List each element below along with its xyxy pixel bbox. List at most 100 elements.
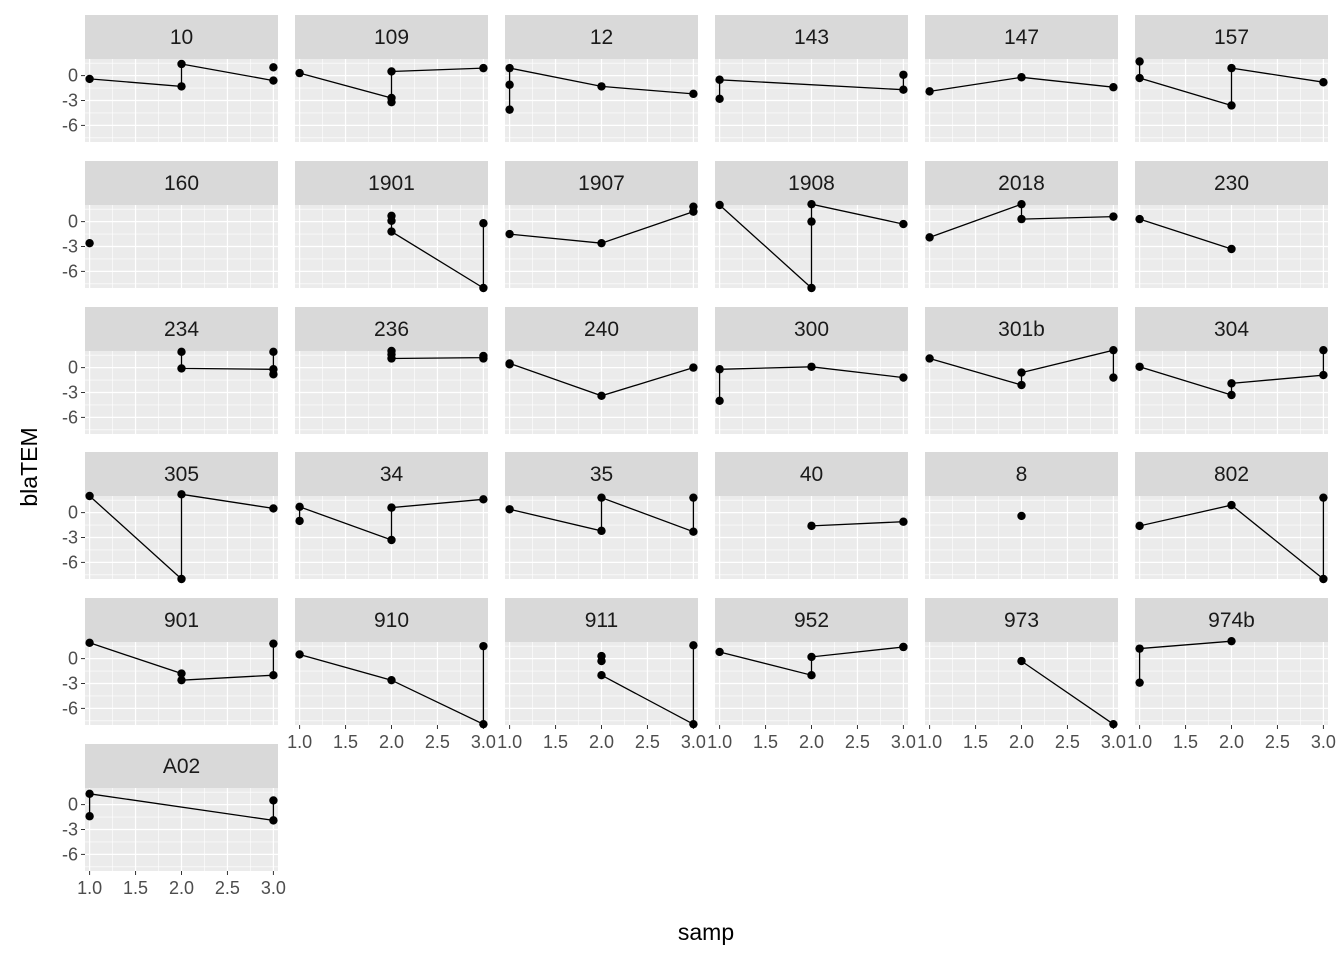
data-point — [1017, 656, 1026, 666]
series-line — [1021, 660, 1114, 725]
x-tick-label: 1.0 — [77, 878, 102, 898]
data-point — [1135, 362, 1144, 371]
data-point — [269, 671, 278, 680]
facet-strip-label: 147 — [1004, 26, 1039, 49]
facet-strip — [925, 161, 1118, 205]
data-point — [597, 82, 606, 91]
x-tick-label: 2.5 — [1265, 732, 1290, 752]
facet-panel: 301b — [925, 307, 1118, 434]
facet-panel: 40 — [715, 452, 908, 579]
facet-strip — [295, 452, 488, 496]
data-point — [177, 574, 186, 584]
facet-strip — [715, 15, 908, 59]
data-point — [387, 535, 396, 545]
series-line — [1139, 218, 1232, 250]
data-point — [479, 719, 488, 729]
y-tick-label: -6 — [62, 115, 78, 135]
data-point — [899, 219, 908, 229]
data-point — [1017, 214, 1026, 224]
data-point — [1319, 493, 1328, 502]
facet-strip — [295, 598, 488, 642]
facet-panel: 8 — [925, 452, 1118, 579]
facet-panel: 160 0 -3 -6 — [62, 161, 278, 288]
data-point — [899, 85, 908, 94]
data-point — [1017, 511, 1026, 521]
data-point — [925, 354, 934, 363]
facet-panel: 35 — [505, 452, 698, 579]
data-point — [85, 789, 94, 799]
x-tick-label: 3.0 — [471, 732, 496, 752]
facet-strip — [505, 15, 698, 59]
facet-panel: 236 — [295, 307, 488, 434]
y-tick-label: -3 — [62, 528, 78, 548]
data-point — [85, 812, 94, 821]
series-line — [718, 74, 905, 99]
data-point — [1017, 199, 1026, 209]
data-point — [1135, 521, 1144, 531]
data-point — [1227, 636, 1236, 646]
data-point — [1135, 73, 1144, 83]
y-tick-label: -6 — [62, 552, 78, 572]
data-point — [177, 364, 186, 373]
data-point — [807, 199, 816, 209]
data-point — [689, 527, 698, 536]
facet-strip-label: 234 — [164, 318, 199, 341]
facet-strip-label: 300 — [794, 318, 829, 341]
facet-strip-label: 40 — [800, 463, 823, 486]
facet-panel: 305 0 -3 -6 — [62, 452, 278, 584]
facet-strip — [85, 598, 278, 642]
data-point — [689, 493, 698, 502]
series-line — [299, 646, 485, 726]
facet-strip-label: A02 — [163, 755, 200, 778]
x-tick-label: 3.0 — [1311, 732, 1336, 752]
data-point — [1109, 212, 1118, 221]
series-line — [180, 351, 275, 370]
data-point — [479, 354, 488, 363]
facet-panel: 952 1.0 1.5 2.0 2.5 3.0 — [707, 598, 916, 752]
facet-strip-label: 143 — [794, 26, 829, 49]
data-point — [269, 76, 278, 85]
x-tick-label: 2.0 — [799, 732, 824, 752]
data-point — [177, 59, 186, 69]
x-axis-title: samp — [678, 919, 734, 945]
data-point — [807, 217, 816, 226]
data-point — [1017, 368, 1026, 377]
data-point — [715, 396, 724, 405]
x-tick-label: 2.5 — [635, 732, 660, 752]
data-point — [899, 517, 908, 526]
data-point — [807, 362, 816, 371]
facet-strip-label: 301b — [998, 318, 1045, 341]
facet-strip — [925, 598, 1118, 642]
data-point — [387, 97, 396, 107]
facet-strip — [85, 744, 278, 788]
facet-strip-label: 974b — [1208, 609, 1255, 632]
data-point — [899, 373, 908, 382]
data-point — [1135, 678, 1144, 687]
data-point — [269, 504, 278, 513]
x-tick-label: 3.0 — [891, 732, 916, 752]
facet-strip-label: 109 — [374, 26, 409, 49]
data-point — [479, 219, 488, 228]
data-point — [597, 671, 606, 680]
facet-strip-label: 240 — [584, 318, 619, 341]
y-tick-label: -3 — [62, 91, 78, 111]
data-point — [925, 87, 934, 96]
facet-strip-label: 236 — [374, 318, 409, 341]
data-point — [505, 505, 514, 514]
facet-strip — [295, 15, 488, 59]
data-point — [1319, 345, 1328, 355]
facet-panel: 1901 — [295, 161, 488, 293]
data-point — [1227, 101, 1236, 110]
data-point — [387, 354, 396, 363]
facet-strip-label: 911 — [585, 609, 618, 632]
facet-panel: 973 1.0 1.5 2.0 2.5 3.0 — [917, 598, 1126, 752]
x-tick-label: 3.0 — [261, 878, 286, 898]
y-tick-label: -3 — [62, 237, 78, 257]
facet-strip-label: 910 — [374, 609, 409, 632]
facet-strip — [85, 161, 278, 205]
data-point — [597, 526, 606, 536]
facet-panel: 147 — [925, 15, 1118, 142]
data-point — [1227, 390, 1236, 400]
data-point — [1109, 345, 1118, 355]
x-tick-label: 1.0 — [287, 732, 312, 752]
